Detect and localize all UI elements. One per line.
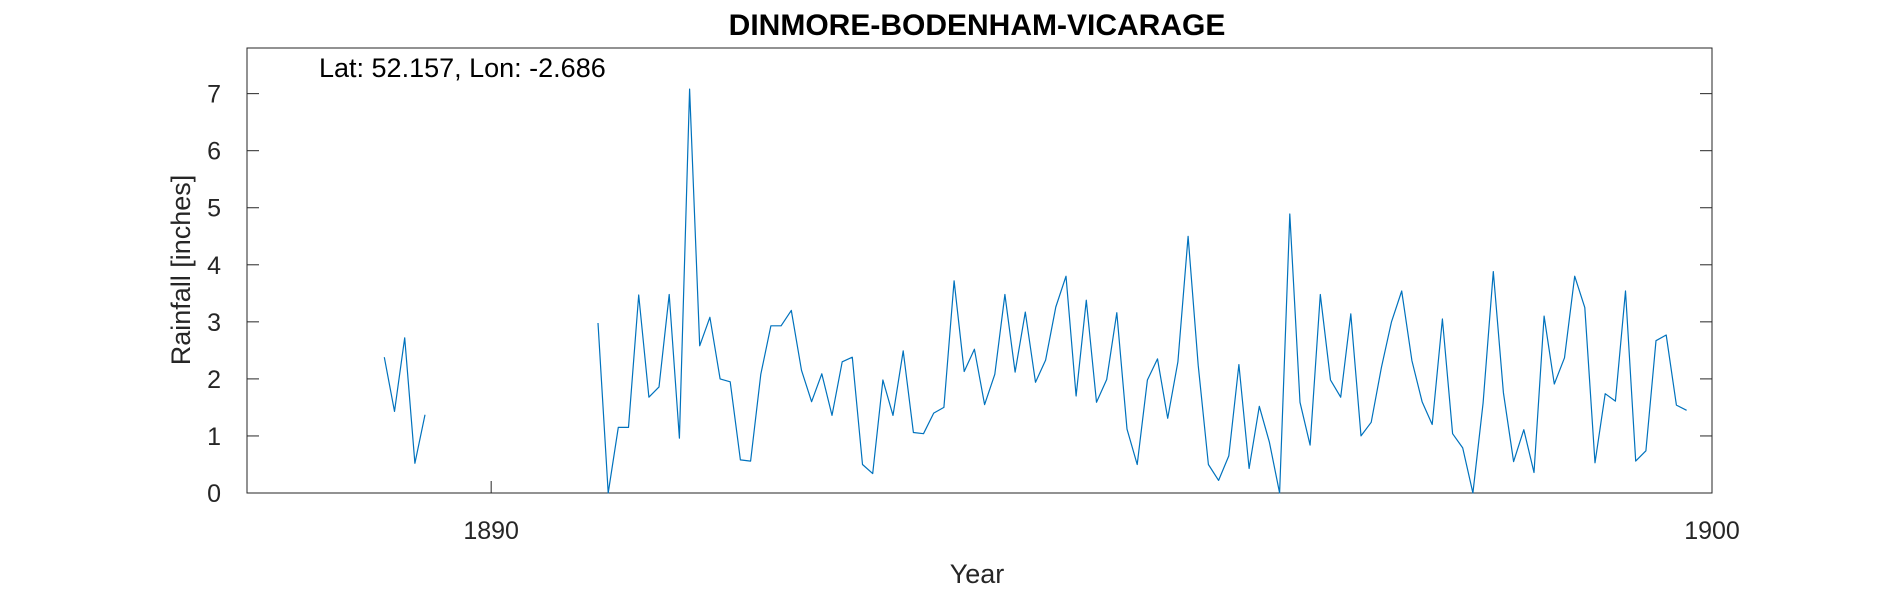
y-axis: 0 1 2 3 4 5 6 7 <box>207 81 1712 508</box>
y-tick-label: 7 <box>207 81 221 109</box>
y-tick-label: 1 <box>207 423 221 451</box>
y-tick-label: 2 <box>207 366 221 394</box>
location-annotation: Lat: 52.157, Lon: -2.686 <box>319 53 606 83</box>
y-tick-label: 3 <box>207 309 221 337</box>
y-axis-label: Rainfall [inches] <box>166 175 196 366</box>
series-segment <box>597 88 1687 494</box>
axes-box <box>246 47 1713 494</box>
y-tick-label: 5 <box>207 195 221 223</box>
x-tick-label: 1890 <box>463 517 519 545</box>
y-tick-label: 0 <box>207 480 221 508</box>
plot-area <box>246 47 1713 494</box>
chart-title: DINMORE-BODENHAM-VICARAGE <box>729 9 1226 42</box>
x-tick-label: 1900 <box>1684 517 1740 545</box>
x-axis-label: Year <box>950 559 1005 589</box>
series-segment <box>383 337 426 464</box>
x-axis: 1890 1900 <box>463 481 1740 545</box>
y-tick-label: 6 <box>207 138 221 166</box>
y-tick-label: 4 <box>207 252 221 280</box>
rainfall-series <box>383 88 1687 494</box>
